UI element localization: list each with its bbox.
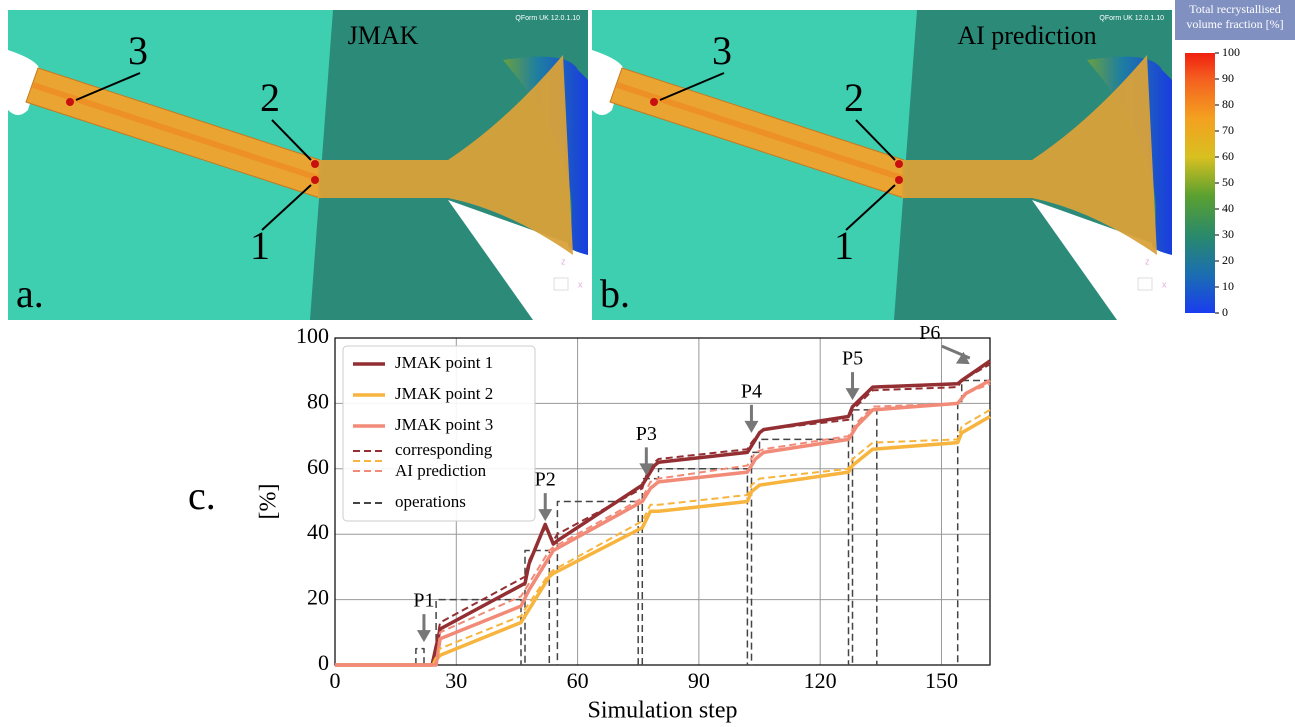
y-tick-label: 20: [307, 585, 329, 610]
axis-icon-label: z: [561, 256, 566, 266]
x-tick-label: 150: [925, 668, 958, 693]
y-tick-label: 100: [296, 323, 329, 348]
colorbar-tick-label: 80: [1222, 97, 1234, 111]
point-marker: [650, 98, 658, 106]
y-tick-label: 40: [307, 519, 329, 544]
colorbar-tick-label: 0: [1222, 305, 1228, 319]
y-axis-label: [%]: [256, 484, 282, 520]
point-label: 3: [128, 28, 148, 73]
annotation: P5: [842, 348, 863, 370]
colorbar-tick-label: 40: [1222, 201, 1234, 215]
arrow-head: [417, 630, 431, 642]
annotation: P3: [636, 423, 657, 445]
y-tick-label: 0: [318, 650, 329, 675]
legend-label: AI prediction: [395, 461, 487, 480]
legend-label: JMAK point 3: [395, 415, 493, 434]
annotation: P6: [919, 322, 940, 344]
sim-panel: 3 2 1 JMAK QForm UK 12.0.1.10 z x a.: [8, 10, 588, 320]
watermark: QForm UK 12.0.1.10: [515, 15, 580, 22]
arrow-head: [538, 509, 552, 521]
colorbar-tick-label: 90: [1222, 71, 1234, 85]
colorbar-tick-label: 100: [1222, 45, 1240, 59]
axis-icon-label: x: [1162, 279, 1167, 289]
y-tick-label: 80: [307, 388, 329, 413]
colorbar-title: Total recrystallised: [1189, 2, 1280, 16]
colorbar-tick-label: 50: [1222, 175, 1234, 189]
legend-label: JMAK point 2: [395, 384, 493, 403]
point-marker: [66, 98, 74, 106]
colorbar-tick-label: 30: [1222, 227, 1234, 241]
point-label: 3: [712, 28, 732, 73]
point-label: 2: [260, 75, 280, 120]
panel-label: c.: [188, 473, 216, 518]
watermark: QForm UK 12.0.1.10: [1099, 15, 1164, 22]
point-marker: [311, 176, 319, 184]
figure: 3 2 1 JMAK QForm UK 12.0.1.10 z x a. 3 2 1 AI predi…: [0, 0, 1295, 727]
point-label: 2: [844, 75, 864, 120]
panel-label: b.: [600, 271, 630, 316]
arrow-head: [744, 421, 758, 433]
panel-title: JMAK: [348, 21, 419, 50]
legend-label: corresponding: [395, 440, 493, 459]
legend-label: JMAK point 1: [395, 353, 493, 372]
colorbar-tick-label: 10: [1222, 279, 1234, 293]
x-axis-label: Simulation step: [588, 698, 738, 724]
point-marker: [895, 176, 903, 184]
point-marker: [895, 160, 903, 168]
point-marker: [311, 160, 319, 168]
annotation: P4: [741, 380, 762, 402]
x-tick-label: 60: [567, 668, 589, 693]
annotation: P1: [413, 590, 434, 612]
y-tick-label: 60: [307, 454, 329, 479]
x-tick-label: 0: [330, 668, 341, 693]
colorbar-title: volume fraction [%]: [1186, 17, 1283, 31]
panel-title: AI prediction: [957, 21, 1096, 50]
colorbar: [1185, 53, 1215, 313]
colorbar-tick-label: 60: [1222, 149, 1234, 163]
colorbar-tick-label: 70: [1222, 123, 1234, 137]
panel-label: a.: [16, 271, 44, 316]
x-tick-label: 90: [688, 668, 710, 693]
colorbar-tick-label: 20: [1222, 253, 1234, 267]
axis-icon-label: z: [1145, 256, 1150, 266]
point-label: 1: [250, 223, 270, 268]
point-label: 1: [834, 223, 854, 268]
legend-label: operations: [395, 492, 466, 511]
x-tick-label: 30: [445, 668, 467, 693]
axis-icon-label: x: [578, 279, 583, 289]
arrow-head: [846, 388, 860, 400]
x-tick-label: 120: [804, 668, 837, 693]
annotation: P2: [535, 469, 556, 491]
legend: JMAK point 1 JMAK point 2 JMAK point 3 corr…: [343, 346, 535, 521]
